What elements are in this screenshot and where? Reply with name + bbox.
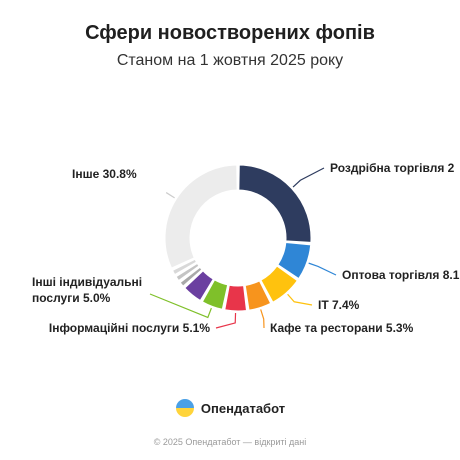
donut-slice xyxy=(224,284,248,312)
leader-line xyxy=(165,192,175,199)
donut-slice xyxy=(171,258,198,276)
slice-label: Оптова торгівля 8.1 xyxy=(342,268,460,282)
donut-slice xyxy=(238,164,312,243)
footer-copyright: © 2025 Опендатабот — відкриті дані xyxy=(153,437,307,447)
donut-slice xyxy=(164,164,238,269)
opendatabot-logo-icon xyxy=(175,399,194,417)
brand-name: Опендатабот xyxy=(200,400,286,416)
slice-label: IT 7.4% xyxy=(318,298,360,312)
brand: Опендатабот xyxy=(0,398,460,418)
donut-slice xyxy=(175,262,200,282)
donut-slice xyxy=(277,241,312,280)
slice-label: Кафе та ресторани 5.3% xyxy=(270,321,414,335)
donut-slice xyxy=(201,279,229,310)
donut-slice xyxy=(179,266,203,287)
slice-label: Інформаційні послуги 5.1% xyxy=(49,321,210,335)
chart-title: Сфери новостворених фопів xyxy=(85,22,375,44)
donut-slice xyxy=(184,270,214,302)
leader-line xyxy=(215,312,237,329)
leader-line xyxy=(308,262,337,276)
slice-label: Інші індивідуальні послуги 5.0% xyxy=(32,275,142,305)
slice-label: Роздрібна торгівля 2 xyxy=(330,161,455,175)
chart-subtitle: Станом на 1 жовтня 2025 року xyxy=(116,52,344,69)
donut-slice xyxy=(244,280,272,311)
slice-label: Інше 30.8% xyxy=(72,167,137,181)
leader-line xyxy=(287,293,313,306)
leader-line xyxy=(292,167,325,188)
leader-line xyxy=(260,309,265,329)
donut-slice xyxy=(260,265,298,303)
leader-line xyxy=(149,293,212,319)
